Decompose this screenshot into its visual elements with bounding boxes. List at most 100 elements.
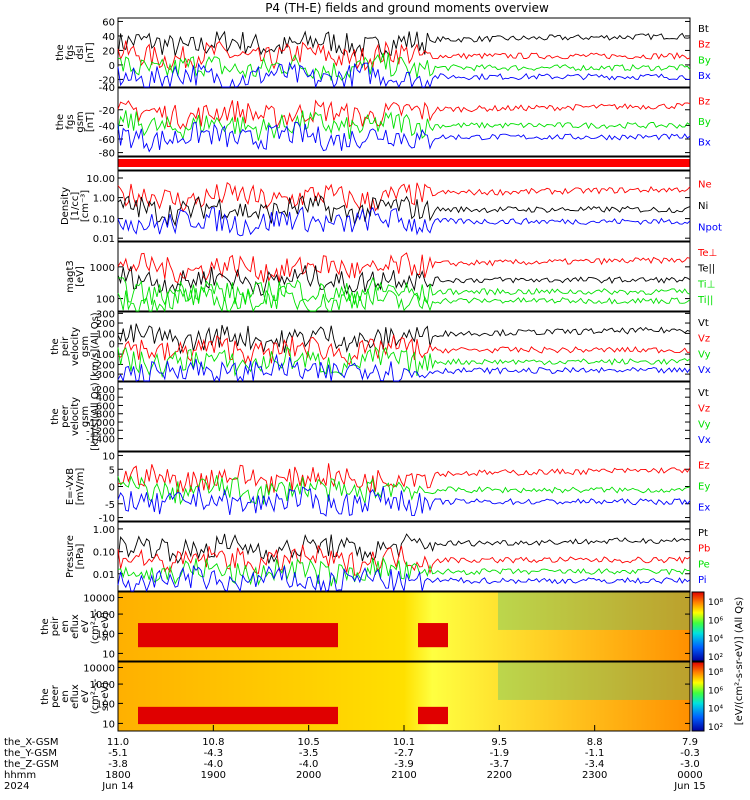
legend-Vx: Vx	[698, 435, 711, 446]
ytick-label: 0.10	[93, 215, 115, 226]
ylabel-line: magt3	[65, 260, 76, 293]
series-Vx	[117, 353, 691, 383]
ytick-label: -40	[99, 83, 115, 94]
ytick-label: -10	[99, 514, 115, 525]
legend-Vt: Vt	[698, 318, 709, 329]
ylabel-line: peer	[60, 404, 71, 428]
xaxis-value: -1.1	[585, 748, 605, 759]
ylabel-line: [km/s](All Qs)	[90, 312, 101, 380]
xaxis-value: 10.1	[393, 737, 415, 748]
legend-Vy: Vy	[698, 349, 711, 360]
ytick-label: -1000	[86, 418, 115, 429]
colorbar-tick-label: 10⁶	[708, 686, 723, 696]
ylabel-line: eV	[80, 620, 91, 633]
legend-Bx: Bx	[698, 138, 711, 149]
ytick-label: -20	[99, 75, 115, 86]
legend-Bz: Bz	[698, 96, 710, 107]
series-Bz	[117, 99, 691, 130]
legend-Ni: Ni	[698, 201, 708, 212]
panel-pressure: Pressure[nPa] 1.00 0.10 0.01 Pt Pb Pe Pi	[65, 521, 710, 593]
legend-Ey: Ey	[698, 482, 710, 493]
series-Pt	[117, 533, 691, 564]
ylabel-line: [km/s](All Qs)	[90, 382, 101, 450]
ylabel-line: fgs	[65, 45, 76, 60]
ylabel-efield: E=-VxB[mV/m]	[65, 468, 86, 506]
legend-Pt: Pt	[698, 528, 708, 539]
xaxis-row-label: the_Y-GSM	[4, 748, 57, 759]
panel-peer-eflux: thepeerenefluxeV(cm²-s-sr-eV) 10000 1000 10…	[40, 661, 691, 732]
legend-Vy: Vy	[698, 419, 711, 430]
ylabel-line: Pressure	[65, 535, 76, 578]
ylabel-line: peer	[50, 684, 61, 708]
ylabel-line: [nT]	[85, 42, 96, 62]
series-Pe	[117, 556, 691, 587]
ylabel-line: gsm	[80, 406, 91, 427]
ylabel-line: gsm	[75, 111, 86, 132]
xaxis-value: -2.7	[394, 748, 414, 759]
ytick-label: 1.00	[93, 194, 115, 205]
ytick-label: -20	[99, 106, 115, 117]
ylabel-line: the	[40, 618, 51, 634]
ylabel-line: [nPa]	[75, 543, 86, 569]
legend-Bx: Bx	[698, 71, 711, 82]
xaxis-value: -5.1	[108, 748, 128, 759]
ytick-label: 100	[96, 699, 115, 710]
ytick-label: -100	[92, 350, 115, 361]
xaxis-value: -3.0	[680, 759, 700, 770]
colorbar-tick-label: 10⁴	[708, 705, 723, 715]
ytick-label: 100	[96, 329, 115, 340]
ylabel-line: en	[60, 620, 71, 633]
legend-Vz: Vz	[698, 334, 710, 345]
xaxis-value: 7.9	[682, 737, 698, 748]
xaxis-value: Jun 15	[673, 781, 706, 792]
ytick-label: 1000	[90, 680, 115, 691]
ytick-label: 1.00	[93, 525, 115, 536]
ylabel-line: the	[50, 338, 61, 354]
xaxis-value: 10.8	[202, 737, 224, 748]
legend-By: By	[698, 117, 711, 128]
ylabel-line: the	[50, 408, 61, 424]
ylabel-line: [eV]	[75, 266, 86, 287]
spectrogram-band	[138, 706, 338, 725]
panel-efield: E=-VxB[mV/m] 10 5 0 -5 -10 Ez Ey Ex	[65, 451, 710, 524]
ytick-label: 20	[102, 46, 115, 57]
xaxis-value: -3.7	[490, 759, 510, 770]
ylabel-line: [1/cc]	[70, 192, 81, 221]
ytick-label: -300	[92, 370, 115, 381]
ytick-label: -80	[99, 149, 115, 160]
ylabel-line: (cm²-s-	[90, 608, 101, 644]
legend-Ez: Ez	[698, 461, 710, 472]
series-Ey	[117, 475, 691, 506]
ylabel-line: eflux	[70, 684, 81, 709]
xaxis-row-label: 2024	[4, 781, 29, 792]
ylabel-line: fgs	[65, 114, 76, 129]
xaxis-value: 9.5	[491, 737, 507, 748]
ytick-label: 10	[102, 649, 115, 660]
ylabel-peir-velocity: thepeirvelocitygsm[km/s](All Qs)	[50, 312, 101, 380]
legend-Ex: Ex	[698, 503, 710, 514]
legend-Npot: Npot	[698, 222, 722, 233]
xaxis-value: 2300	[582, 770, 607, 781]
legend-Pb: Pb	[698, 544, 710, 555]
ylabel-peer-velocity: thepeervelocitygsm[km/s](All Qs)	[50, 382, 101, 450]
colorbar	[691, 661, 705, 732]
ylabel-line: velocity	[70, 327, 81, 366]
ylabel-peer-eflux: thepeerenefluxeV(cm²-s-sr-eV)	[40, 678, 111, 714]
ytick-label: 0	[109, 340, 115, 351]
legend-Vt: Vt	[698, 388, 709, 399]
ylabel-line: [mV/m]	[75, 468, 86, 506]
xaxis-value: 2000	[296, 770, 321, 781]
ytick-label: 300	[96, 309, 115, 320]
ylabel-line: peir	[50, 616, 61, 636]
series-Bx	[117, 121, 691, 153]
ytick-label: -400	[92, 393, 115, 404]
ytick-label: 100	[96, 629, 115, 640]
xaxis-value: -3.8	[108, 759, 128, 770]
xaxis-value: -3.9	[394, 759, 414, 770]
ytick-label: -200	[92, 360, 115, 371]
series-Vt	[117, 323, 691, 355]
ytick-label: 200	[96, 319, 115, 330]
ytick-label: -800	[92, 410, 115, 421]
series-Pi	[117, 564, 691, 593]
